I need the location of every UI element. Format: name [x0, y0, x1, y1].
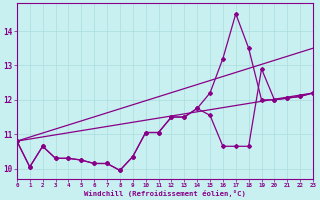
X-axis label: Windchill (Refroidissement éolien,°C): Windchill (Refroidissement éolien,°C) — [84, 190, 246, 197]
